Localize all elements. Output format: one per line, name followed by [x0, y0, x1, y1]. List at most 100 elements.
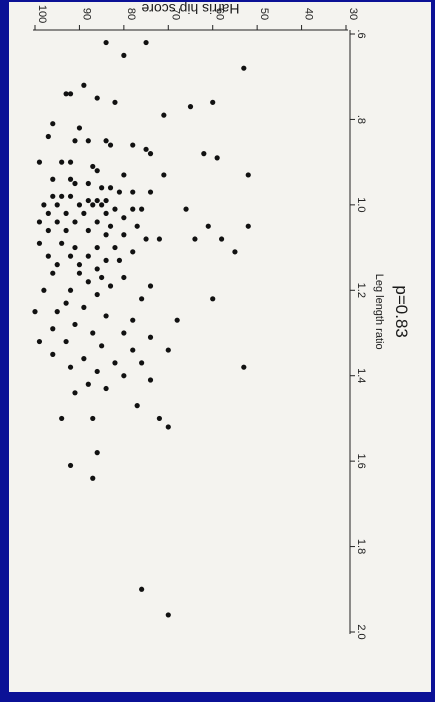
data-point	[201, 151, 207, 157]
y-tick-label: 100	[36, 5, 48, 23]
data-point	[72, 244, 78, 251]
data-point	[36, 159, 43, 165]
data-point	[81, 304, 87, 310]
data-point	[67, 159, 74, 165]
x-tick-label: 1.4	[355, 368, 367, 383]
data-point	[210, 99, 216, 105]
data-point	[90, 415, 96, 422]
data-point	[121, 330, 127, 336]
data-point	[81, 82, 87, 88]
data-point	[85, 180, 91, 187]
data-point	[139, 586, 145, 592]
data-point	[90, 163, 96, 170]
data-point	[103, 197, 109, 204]
data-point	[103, 313, 109, 319]
data-point	[121, 172, 127, 178]
data-point	[59, 193, 65, 199]
data-point	[245, 172, 251, 178]
data-point	[36, 240, 43, 246]
data-point	[94, 219, 100, 225]
data-point	[36, 338, 43, 345]
data-point	[94, 197, 100, 204]
data-point	[50, 193, 56, 199]
data-point	[121, 52, 127, 58]
x-tick-label: .6	[355, 29, 367, 38]
data-point	[210, 296, 216, 302]
data-point	[50, 121, 56, 127]
data-point	[54, 309, 60, 315]
data-point	[59, 240, 65, 246]
data-point	[232, 249, 238, 255]
data-point	[107, 185, 114, 191]
data-point	[174, 317, 180, 323]
data-point	[165, 424, 171, 430]
data-point	[147, 151, 154, 157]
data-point	[72, 390, 78, 396]
data-point	[103, 232, 109, 238]
data-point	[72, 180, 78, 187]
data-point	[103, 39, 109, 46]
data-point	[103, 385, 109, 392]
data-point	[165, 612, 171, 618]
data-point	[67, 287, 74, 293]
data-point	[139, 360, 145, 366]
data-point	[59, 159, 65, 165]
data-point	[85, 138, 91, 144]
data-point	[130, 347, 136, 353]
x-tick-label: .8	[355, 115, 367, 124]
data-point	[103, 138, 109, 144]
data-point	[121, 274, 127, 281]
data-point	[94, 368, 100, 375]
data-point	[54, 219, 60, 225]
y-tick-label: 90	[80, 8, 92, 20]
data-point	[99, 343, 105, 349]
data-point	[187, 104, 194, 110]
data-point	[45, 133, 51, 140]
data-point	[50, 351, 56, 357]
data-point	[134, 403, 140, 409]
y-tick-label: 30	[347, 8, 359, 20]
scatter-plot: 30405060708090100.6.81.01.21.41.61.82.0 …	[32, 2, 411, 640]
data-point	[161, 172, 167, 178]
y-tick-label: 70	[169, 8, 181, 20]
data-point	[50, 326, 56, 332]
data-point	[50, 270, 56, 276]
data-point	[99, 274, 105, 281]
data-point	[143, 236, 149, 242]
data-point	[45, 210, 51, 216]
data-point	[147, 334, 154, 340]
data-point	[116, 189, 123, 195]
x-tick-label: 1.8	[355, 539, 367, 554]
data-point	[85, 381, 91, 387]
data-point	[54, 262, 60, 268]
data-point	[130, 142, 136, 148]
data-points	[32, 39, 251, 618]
data-point	[45, 227, 51, 234]
data-point	[219, 236, 225, 242]
data-point	[41, 202, 47, 208]
x-tick-label: 1.2	[355, 283, 367, 298]
data-point	[245, 223, 251, 229]
data-point	[41, 287, 47, 293]
data-point	[112, 99, 118, 105]
data-point	[107, 142, 114, 148]
data-point	[192, 236, 198, 242]
data-point	[147, 283, 154, 289]
x-tick-label: 1.6	[355, 453, 367, 468]
data-point	[54, 202, 60, 208]
y-tick-label: 60	[214, 8, 226, 20]
data-point	[130, 189, 136, 195]
data-point	[76, 270, 83, 276]
data-point	[81, 210, 87, 216]
data-point	[67, 462, 74, 469]
data-point	[85, 227, 91, 234]
data-point	[81, 356, 87, 362]
data-point	[143, 39, 149, 46]
data-point	[139, 296, 145, 302]
data-point	[63, 91, 69, 97]
data-point	[99, 202, 105, 208]
data-point	[50, 176, 56, 182]
data-point	[130, 249, 136, 255]
data-point	[72, 321, 78, 328]
